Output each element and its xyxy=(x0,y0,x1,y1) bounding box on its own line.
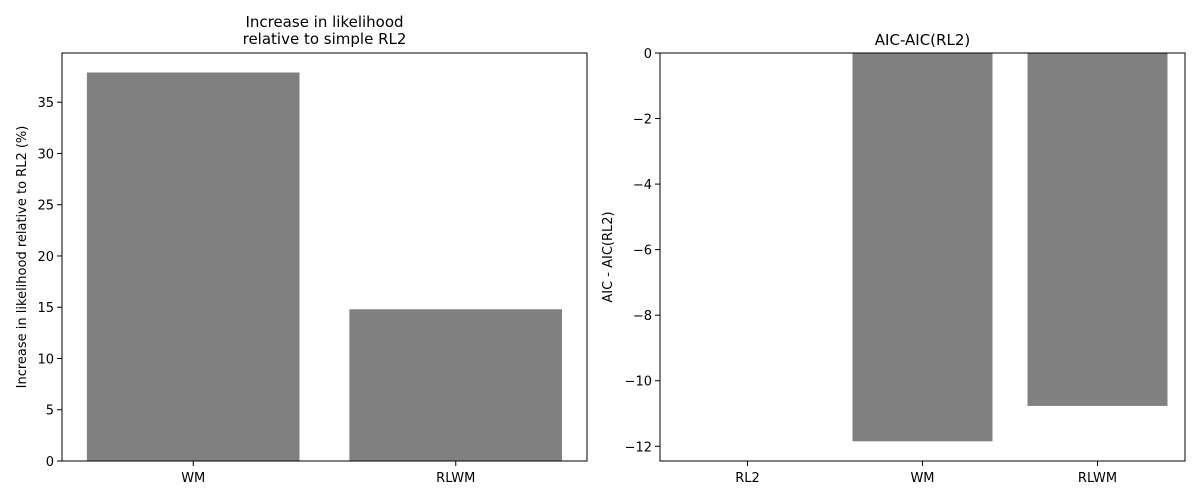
y-tick-label: 15 xyxy=(37,301,54,316)
y-tick-label: −12 xyxy=(625,440,652,455)
y-tick-label: 10 xyxy=(37,352,54,367)
y-tick-label: −4 xyxy=(633,178,652,193)
likelihood-increase-panel: 0 5 10 15 20 25 30 35 WM RLWM Increase in likeliho… xyxy=(15,13,588,486)
y-tick-label: 20 xyxy=(37,250,54,265)
chart-title: relative to simple RL2 xyxy=(243,30,407,48)
y-tick-label: 25 xyxy=(37,199,54,214)
x-tick-label: WM xyxy=(181,471,205,486)
x-tick-label: RLWM xyxy=(1078,471,1117,486)
x-tick-label: WM xyxy=(910,471,934,486)
y-tick-label: 35 xyxy=(37,96,54,111)
y-tick-label: −10 xyxy=(625,375,652,390)
x-tick-label: RLWM xyxy=(436,471,475,486)
y-tick-label: 0 xyxy=(644,47,652,62)
y-tick-label: 5 xyxy=(46,404,54,419)
y-tick-label: 0 xyxy=(46,455,54,470)
chart-title: AIC-AIC(RL2) xyxy=(875,31,970,49)
bar-wm xyxy=(852,53,993,442)
y-tick-label: −6 xyxy=(633,244,652,259)
bar-rlwm xyxy=(349,309,562,461)
y-axis-label: AIC - AIC(RL2) xyxy=(601,211,616,302)
axes-frame xyxy=(61,52,588,462)
y-tick-label: 30 xyxy=(37,147,54,162)
y-tick-label: −8 xyxy=(633,309,652,324)
chart-title: Increase in likelihood xyxy=(245,13,403,31)
y-tick-label: −2 xyxy=(633,113,652,128)
y-axis-label: Increase in likelihood relative to RL2 (… xyxy=(15,126,30,389)
bar-wm xyxy=(86,72,300,461)
bar-rlwm xyxy=(1027,53,1168,406)
x-tick-label: RL2 xyxy=(735,471,760,486)
aic-difference-panel: 0 −2 −4 −6 −8 −10 −12 RL2 WM RLWM AIC-AIC(RL2) AIC … xyxy=(601,31,1186,486)
